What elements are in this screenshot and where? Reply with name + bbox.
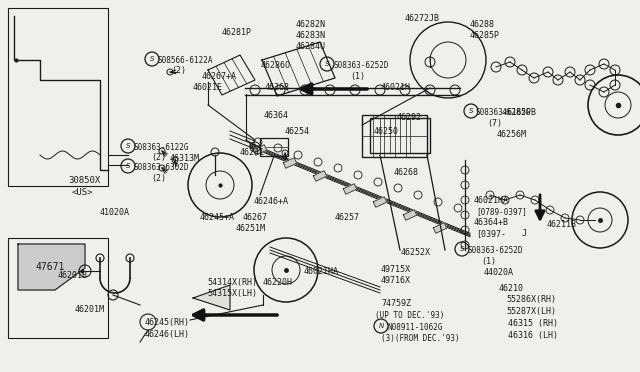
Text: 47671: 47671 [35, 262, 65, 272]
Text: 46284U: 46284U [296, 42, 326, 51]
Text: 49716X: 49716X [381, 276, 411, 285]
Text: [0397-: [0397- [476, 229, 506, 238]
Text: S: S [125, 163, 131, 169]
Text: 46210: 46210 [499, 284, 524, 293]
Text: 44020A: 44020A [484, 268, 514, 277]
Text: 46245+A: 46245+A [200, 213, 235, 222]
Text: 46316 (LH): 46316 (LH) [508, 331, 558, 340]
Text: S: S [324, 61, 329, 67]
Text: 46245(RH): 46245(RH) [145, 318, 190, 327]
Text: 46250: 46250 [374, 127, 399, 136]
Text: 46241: 46241 [240, 148, 265, 157]
Polygon shape [253, 145, 267, 155]
Text: 54314X(RH): 54314X(RH) [207, 278, 257, 287]
Polygon shape [343, 184, 356, 194]
Text: S08363-6122G: S08363-6122G [134, 143, 189, 152]
Text: 46246(LH): 46246(LH) [145, 330, 190, 339]
Bar [8, 8, 108, 186]
Text: [0789-0397]: [0789-0397] [476, 207, 527, 216]
Text: 74759Z: 74759Z [381, 299, 411, 308]
Text: <US>: <US> [72, 188, 93, 197]
Text: (1): (1) [481, 257, 496, 266]
Text: 46292: 46292 [397, 113, 422, 122]
Text: 46252X: 46252X [401, 248, 431, 257]
Text: 55287X(LH): 55287X(LH) [506, 307, 556, 316]
Text: S08363-6162G: S08363-6162G [476, 108, 531, 117]
Bar [260, 138, 288, 156]
Text: 30850X: 30850X [68, 176, 100, 185]
Text: S08363-6302D: S08363-6302D [134, 163, 189, 172]
Text: 46251M: 46251M [236, 224, 266, 233]
Bar [8, 238, 108, 338]
Text: 49715X: 49715X [381, 265, 411, 274]
Text: 46201B: 46201B [58, 271, 88, 280]
Text: J: J [522, 229, 527, 238]
Text: (3)(FROM DEC.'93): (3)(FROM DEC.'93) [381, 334, 460, 343]
Text: (2): (2) [151, 174, 166, 183]
Text: N08911-1062G: N08911-1062G [387, 323, 442, 332]
Text: 46286O: 46286O [261, 61, 291, 70]
Text: 46315 (RH): 46315 (RH) [508, 319, 558, 328]
Text: 46313M: 46313M [170, 154, 200, 163]
Bar [370, 118, 430, 153]
Text: 46285P: 46285P [470, 31, 500, 40]
Text: S: S [125, 143, 131, 149]
Polygon shape [18, 244, 85, 290]
Text: 46288: 46288 [470, 20, 495, 29]
Text: 46256M: 46256M [497, 130, 527, 139]
Text: S: S [150, 56, 154, 62]
Polygon shape [403, 210, 417, 220]
Text: (UP TO DEC.'93): (UP TO DEC.'93) [375, 311, 444, 320]
Text: S08363-6252D: S08363-6252D [333, 61, 388, 70]
Text: 46267: 46267 [243, 213, 268, 222]
Text: 46282N: 46282N [296, 20, 326, 29]
Text: 46368: 46368 [265, 83, 290, 92]
Polygon shape [433, 223, 447, 233]
Text: S: S [468, 108, 473, 114]
Text: 46021HA: 46021HA [304, 267, 339, 276]
Text: 46281P: 46281P [222, 28, 252, 37]
Text: 46201M: 46201M [75, 305, 105, 314]
Polygon shape [193, 285, 230, 310]
Text: 41020A: 41020A [100, 208, 130, 217]
Text: 55286X(RH): 55286X(RH) [506, 295, 556, 304]
Text: 46285PB: 46285PB [502, 108, 537, 117]
Text: S08566-6122A: S08566-6122A [158, 56, 214, 65]
Text: 46283N: 46283N [296, 31, 326, 40]
Text: 46257: 46257 [335, 213, 360, 222]
Text: 46021E: 46021E [193, 83, 223, 92]
Text: (2): (2) [171, 66, 186, 75]
Text: (2): (2) [151, 153, 166, 162]
Text: 46211B: 46211B [547, 220, 577, 229]
Text: S08363-6252D: S08363-6252D [468, 246, 524, 255]
Text: 46268: 46268 [394, 168, 419, 177]
Text: 46272JB: 46272JB [405, 14, 440, 23]
Polygon shape [284, 158, 297, 168]
Polygon shape [373, 197, 387, 207]
Bar [362, 115, 427, 157]
Text: 46254: 46254 [285, 127, 310, 136]
Text: N: N [378, 323, 383, 329]
Text: 46267+A: 46267+A [202, 72, 237, 81]
Text: S: S [460, 246, 464, 252]
Text: 46364+B: 46364+B [474, 218, 509, 227]
Text: 54315X(LH): 54315X(LH) [207, 289, 257, 298]
Text: 46021HA: 46021HA [474, 196, 509, 205]
Text: 46021H: 46021H [381, 83, 411, 92]
Polygon shape [314, 171, 326, 181]
Text: 46364: 46364 [264, 111, 289, 120]
Text: (1): (1) [350, 72, 365, 81]
Text: 46220H: 46220H [263, 278, 293, 287]
Text: 46246+A: 46246+A [254, 197, 289, 206]
Text: (7): (7) [487, 119, 502, 128]
